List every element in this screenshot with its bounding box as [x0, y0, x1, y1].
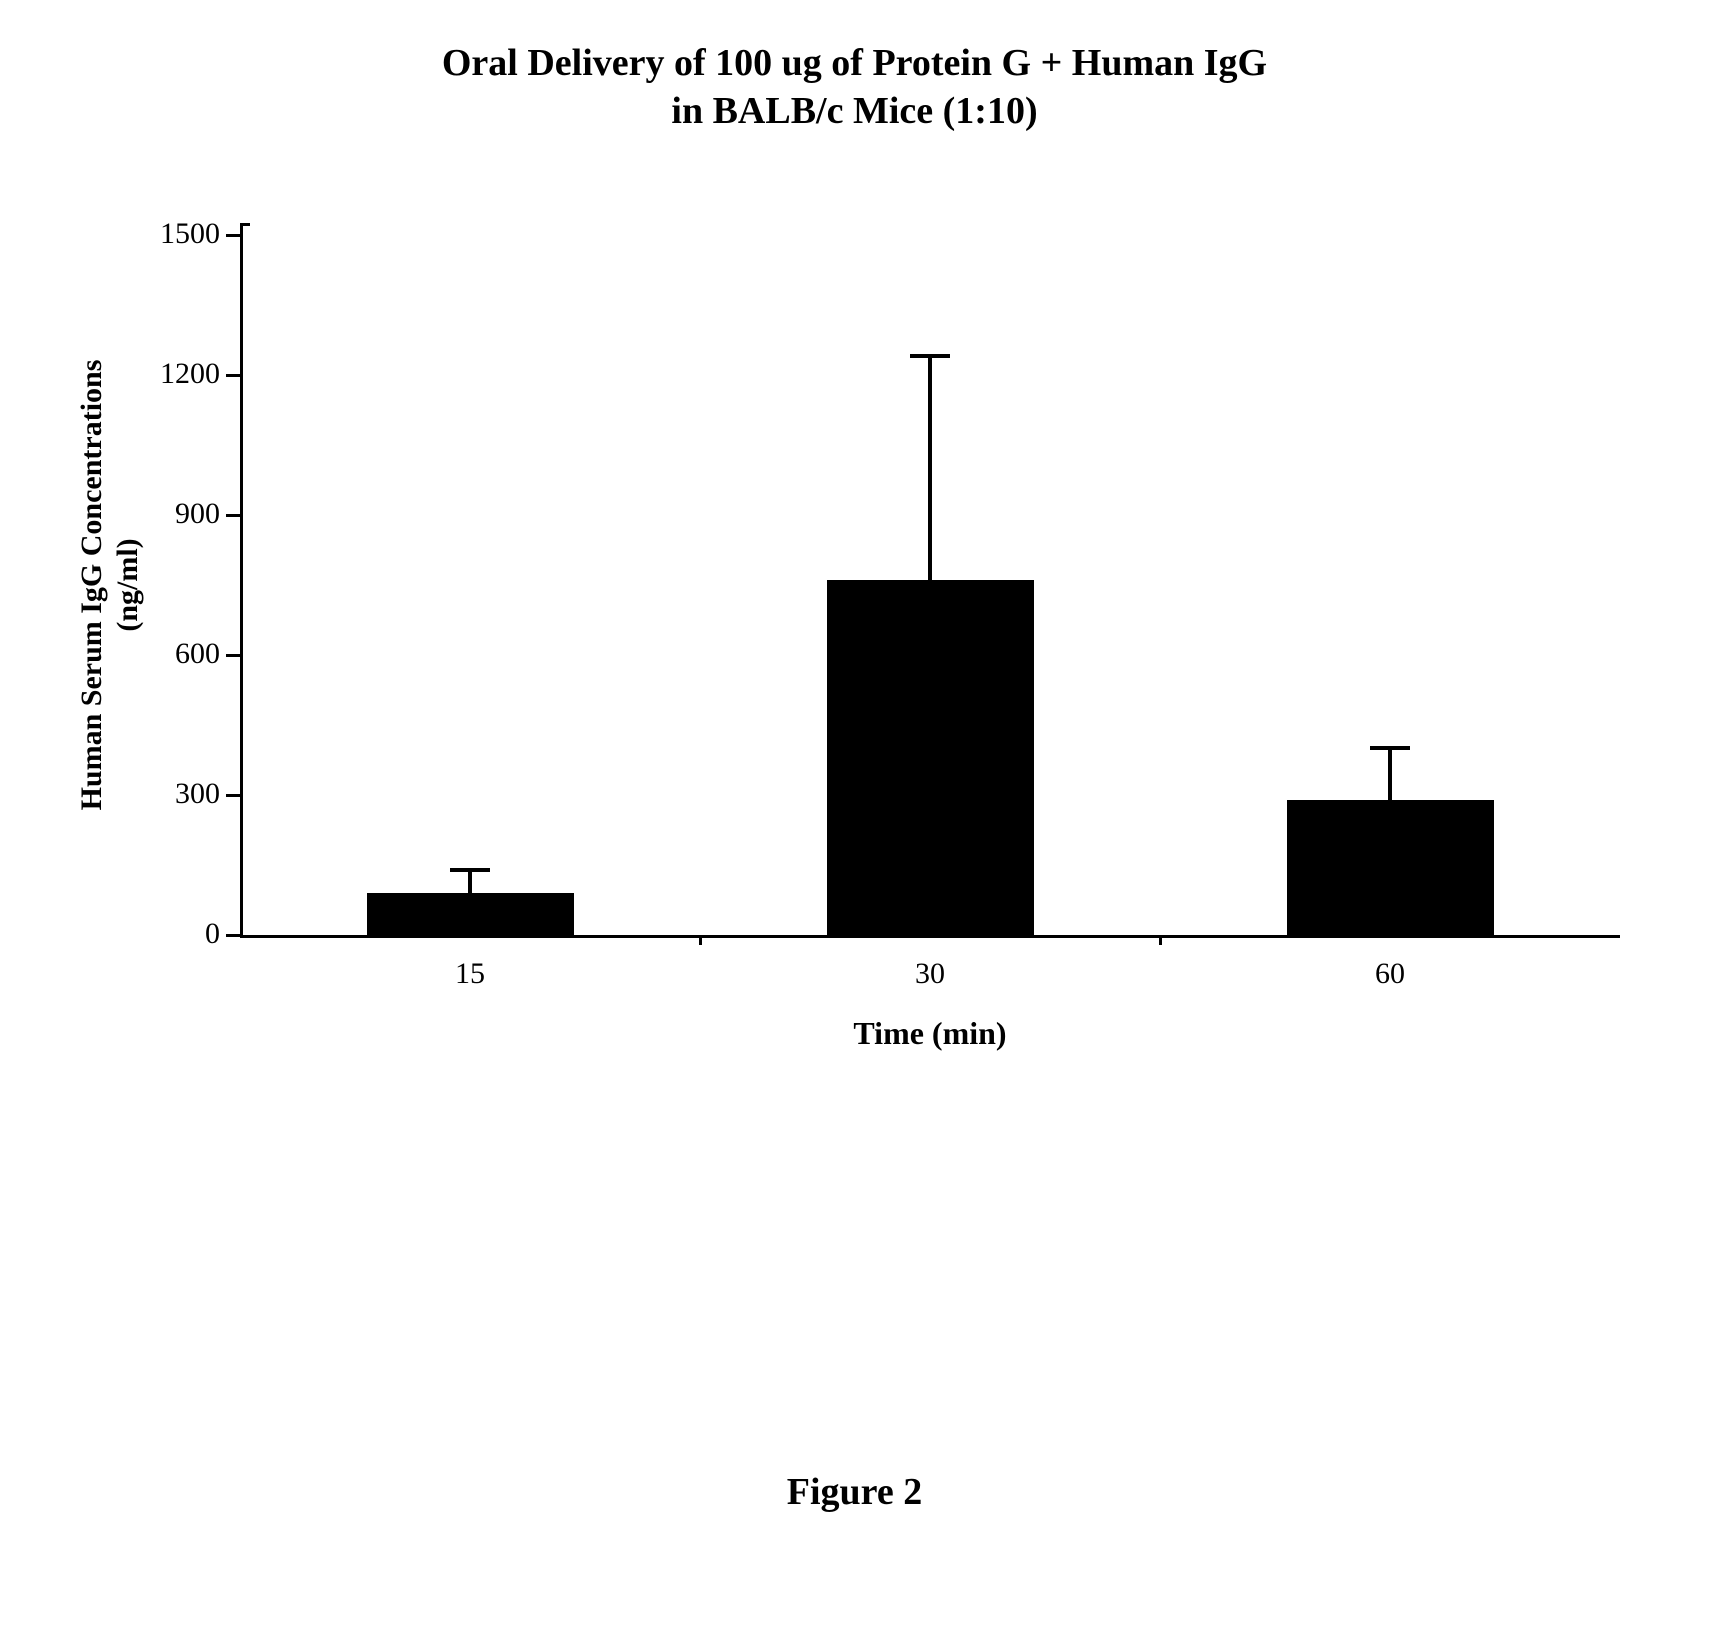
x-tick-label: 15 — [455, 957, 485, 991]
y-tick — [226, 234, 240, 237]
error-bar-line — [928, 356, 932, 580]
y-tick — [226, 374, 240, 377]
error-bar-cap — [1370, 746, 1410, 750]
figure-caption: Figure 2 — [0, 1470, 1709, 1514]
y-tick — [226, 934, 240, 937]
plot-area: 030060090012001500153060 — [240, 235, 1620, 935]
error-bar-line — [468, 870, 472, 893]
error-bar-line — [1388, 748, 1392, 799]
y-tick — [226, 654, 240, 657]
title-line-2: in BALB/c Mice (1:10) — [671, 90, 1037, 132]
y-tick-label: 600 — [120, 637, 220, 671]
x-axis-line — [240, 935, 1620, 938]
y-axis-label-sub: (ng/ml) — [110, 360, 146, 811]
y-axis-label-main: Human Serum IgG Concentrations — [75, 360, 108, 811]
bar — [1287, 800, 1494, 935]
y-tick — [226, 794, 240, 797]
y-axis-line — [240, 223, 243, 935]
y-tick-label: 1500 — [120, 217, 220, 251]
bar — [827, 580, 1034, 935]
y-tick-label: 1200 — [120, 357, 220, 391]
title-line-1: Oral Delivery of 100 ug of Protein G + H… — [442, 42, 1267, 84]
y-tick — [226, 514, 240, 517]
bar-chart: Human Serum IgG Concentrations (ng/ml) 0… — [70, 235, 1630, 1035]
x-tick — [1159, 935, 1162, 945]
y-tick-label: 900 — [120, 497, 220, 531]
chart-title: Oral Delivery of 100 ug of Protein G + H… — [0, 40, 1709, 135]
bar — [367, 893, 574, 935]
error-bar-cap — [450, 868, 490, 872]
y-tick-label: 300 — [120, 777, 220, 811]
y-axis-label-group: Human Serum IgG Concentrations (ng/ml) — [70, 235, 190, 935]
x-axis-label: Time (min) — [240, 1015, 1620, 1052]
y-axis-label: Human Serum IgG Concentrations (ng/ml) — [74, 360, 146, 811]
error-bar-cap — [910, 354, 950, 358]
x-tick-label: 30 — [915, 957, 945, 991]
y-axis-top-tick — [240, 223, 250, 226]
y-tick-label: 0 — [120, 917, 220, 951]
x-tick — [699, 935, 702, 945]
x-tick-label: 60 — [1375, 957, 1405, 991]
